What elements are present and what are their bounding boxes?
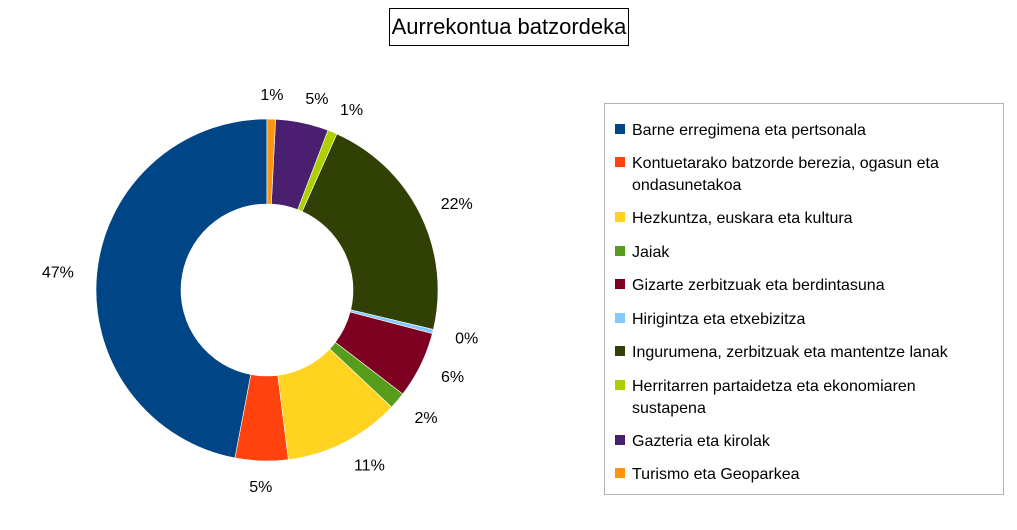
slice-label-2: 5% [249, 479, 272, 496]
legend-label: Hirigintza eta etxebizitza [632, 311, 806, 328]
legend-swatch [615, 124, 625, 134]
legend-swatch [615, 212, 625, 222]
slice-10 [266, 118, 276, 205]
slice-label-3: 11% [354, 458, 385, 475]
legend-swatch [615, 435, 625, 445]
slice-label-10: 1% [260, 87, 283, 104]
chart-title: Aurrekontua batzordeka [389, 8, 629, 46]
legend-label: Hezkuntza, euskara eta kultura [632, 210, 853, 227]
slice-label-9: 5% [305, 91, 328, 108]
legend-label: Gazteria eta kirolak [632, 433, 770, 450]
legend-label: Kontuetarako batzorde berezia, ogasun et… [632, 155, 939, 194]
legend-label: Herritarren partaidetza eta ekonomiaren … [632, 378, 916, 417]
legend-swatch [615, 346, 625, 356]
legend-swatch [615, 313, 625, 323]
legend-label: Barne erregimena eta pertsonala [632, 122, 866, 139]
legend-swatch [615, 468, 625, 478]
slice-label-5: 6% [441, 369, 464, 386]
legend-swatch [615, 279, 625, 289]
slice-7 [301, 133, 439, 330]
slice-1 [95, 118, 268, 459]
slice-label-7: 22% [441, 196, 473, 213]
legend-label: Turismo eta Geoparkea [632, 466, 800, 483]
slice-label-8: 1% [340, 102, 363, 119]
legend-swatch [615, 380, 625, 390]
legend-swatch [615, 157, 625, 167]
chart-legend: Barne erregimena eta pertsonala Kontuetar… [604, 103, 1004, 495]
slice-label-6: 0% [455, 331, 478, 348]
legend-label: Gizarte zerbitzuak eta berdintasuna [632, 277, 885, 294]
legend-label: Ingurumena, zerbitzuak eta mantentze lan… [632, 344, 948, 361]
slice-label-4: 2% [414, 410, 437, 427]
legend-label: Jaiak [632, 244, 670, 261]
legend-swatch [615, 246, 625, 256]
slice-label-1: 47% [42, 265, 74, 282]
